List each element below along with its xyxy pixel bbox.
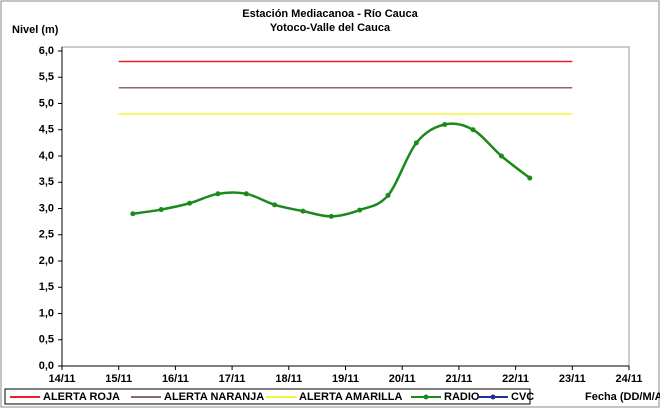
x-tick-label: 20/11 xyxy=(389,373,416,385)
series-marker xyxy=(158,207,164,213)
series-marker xyxy=(215,191,221,197)
legend-label: ALERTA ROJA xyxy=(43,391,120,403)
y-tick-label: 2,0 xyxy=(39,255,54,267)
legend-marker xyxy=(490,394,496,400)
y-tick-label: 6,0 xyxy=(39,45,54,57)
x-tick-label: 23/11 xyxy=(559,373,586,385)
y-axis-label: Nivel (m) xyxy=(12,24,59,36)
series-marker xyxy=(527,175,533,181)
x-tick-label: 17/11 xyxy=(219,373,246,385)
y-tick-label: 0,0 xyxy=(39,360,54,372)
series-marker xyxy=(470,127,476,133)
chart-subtitle: Yotoco-Valle del Cauca xyxy=(270,22,391,34)
y-tick-label: 3,5 xyxy=(39,176,54,188)
y-tick-label: 5,5 xyxy=(39,71,54,83)
series-marker xyxy=(300,208,306,214)
series-marker xyxy=(130,211,136,217)
series-marker xyxy=(243,191,249,197)
y-tick-label: 3,0 xyxy=(39,202,54,214)
series-marker xyxy=(328,213,334,219)
series-marker xyxy=(385,192,391,198)
x-tick-label: 16/11 xyxy=(162,373,189,385)
legend-label: RADIO xyxy=(444,391,480,403)
x-tick-label: 14/11 xyxy=(49,373,76,385)
series-marker xyxy=(272,202,278,208)
x-axis-label: Fecha (DD/M/AA) xyxy=(585,391,660,403)
legend-label: CVC xyxy=(511,391,534,403)
legend-label: ALERTA AMARILLA xyxy=(299,391,403,403)
series-marker xyxy=(413,140,419,146)
y-tick-label: 0,5 xyxy=(39,334,54,346)
x-tick-label: 21/11 xyxy=(445,373,472,385)
x-tick-label: 22/11 xyxy=(502,373,529,385)
y-tick-label: 4,0 xyxy=(39,150,54,162)
x-tick-label: 15/11 xyxy=(105,373,132,385)
series-marker xyxy=(187,200,193,206)
x-tick-label: 24/11 xyxy=(616,373,643,385)
y-tick-label: 4,5 xyxy=(39,124,54,136)
y-tick-label: 5,0 xyxy=(39,97,54,109)
x-tick-label: 19/11 xyxy=(332,373,359,385)
legend-label: ALERTA NARANJA xyxy=(164,391,264,403)
x-tick-label: 18/11 xyxy=(275,373,302,385)
legend-marker xyxy=(423,394,429,400)
series-marker xyxy=(442,122,448,127)
y-tick-label: 2,5 xyxy=(39,229,54,241)
series-marker xyxy=(498,153,504,159)
series-marker xyxy=(357,207,363,213)
chart-title: Estación Mediacanoa - Río Cauca xyxy=(242,8,418,20)
y-tick-label: 1,0 xyxy=(39,307,54,319)
y-tick-label: 1,5 xyxy=(39,281,54,293)
